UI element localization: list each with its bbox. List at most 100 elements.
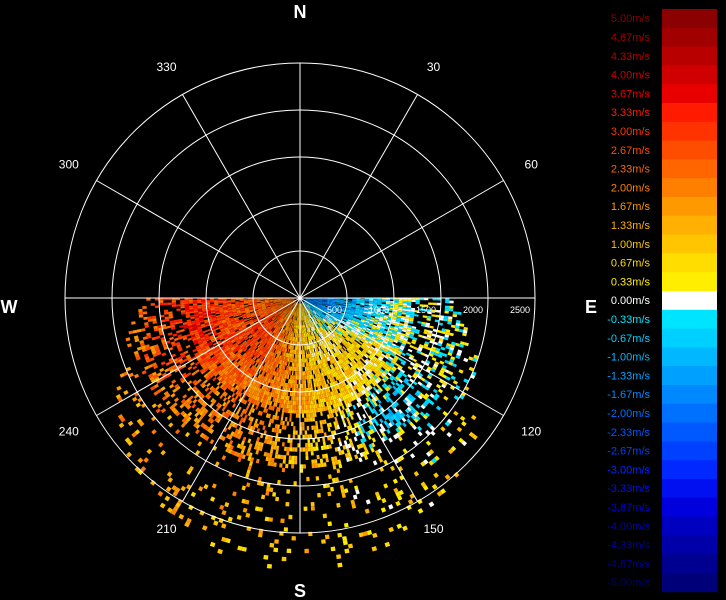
scan-bin xyxy=(306,375,309,380)
scan-bin xyxy=(319,350,322,355)
scan-bin xyxy=(289,314,292,318)
scan-bin xyxy=(292,315,295,320)
scan-bin xyxy=(279,306,284,309)
scan-bin xyxy=(259,339,263,344)
scan-bin xyxy=(369,330,375,334)
scan-bin xyxy=(339,337,344,341)
scan-bin xyxy=(256,324,261,328)
scan-bin xyxy=(378,369,383,374)
scan-bin xyxy=(290,318,292,323)
scan-bin xyxy=(281,333,284,338)
scan-bin xyxy=(323,324,327,328)
scan-bin xyxy=(376,358,382,363)
scan-bin xyxy=(260,314,265,317)
scan-bin xyxy=(372,306,377,309)
scan-bin xyxy=(325,321,330,325)
scan-bin xyxy=(295,375,298,380)
scan-bin xyxy=(223,324,228,328)
scan-bin xyxy=(270,326,274,331)
scan-bin xyxy=(318,310,323,313)
scan-bin xyxy=(340,396,344,402)
scan-bin xyxy=(309,299,314,301)
scan-bin xyxy=(364,303,369,306)
scan-bin xyxy=(265,408,269,414)
scan-bin xyxy=(296,307,298,312)
scan-bin xyxy=(304,311,306,316)
scan-bin xyxy=(192,337,197,342)
scan-bin xyxy=(317,364,321,369)
scan-bin xyxy=(260,334,264,339)
scan-bin xyxy=(321,319,326,323)
scan-bin xyxy=(255,405,259,410)
scan-bin xyxy=(384,314,389,317)
scan-bin xyxy=(284,391,287,396)
scan-bin xyxy=(297,303,299,308)
scan-bin xyxy=(363,311,368,314)
scan-bin xyxy=(363,341,368,345)
scan-bin xyxy=(195,334,200,338)
scan-bin xyxy=(407,393,413,398)
scan-bin xyxy=(326,337,330,342)
scan-bin xyxy=(313,302,318,305)
scan-bin xyxy=(329,378,333,383)
scan-bin xyxy=(302,316,304,321)
scan-bin xyxy=(172,505,179,512)
scan-bin xyxy=(319,308,324,311)
scan-bin xyxy=(332,320,337,324)
scan-bin xyxy=(262,310,268,313)
scan-bin xyxy=(347,379,351,384)
scan-bin xyxy=(302,311,304,317)
scan-bin xyxy=(311,312,314,316)
scan-bin xyxy=(326,337,330,342)
scan-bin xyxy=(345,370,350,375)
scan-bin xyxy=(339,302,344,304)
scan-bin xyxy=(367,349,373,354)
scan-bin xyxy=(292,310,295,315)
scan-bin xyxy=(268,405,272,410)
scan-bin xyxy=(265,368,269,373)
scan-bin xyxy=(383,348,389,353)
scan-bin xyxy=(336,334,341,338)
scan-bin xyxy=(371,442,376,448)
scan-bin xyxy=(332,464,337,470)
scan-bin xyxy=(281,408,285,413)
scan-bin xyxy=(302,307,305,312)
scan-bin xyxy=(321,354,325,359)
scan-bin xyxy=(306,305,310,309)
scan-bin xyxy=(342,357,346,362)
scan-bin xyxy=(264,386,268,391)
scan-bin xyxy=(267,309,272,312)
scan-bin xyxy=(324,308,329,311)
scan-bin xyxy=(365,431,370,437)
scan-bin xyxy=(314,343,317,348)
scan-bin xyxy=(176,364,182,369)
scan-bin xyxy=(335,315,340,318)
scan-bin xyxy=(337,446,341,452)
scan-bin xyxy=(398,306,403,309)
scan-bin xyxy=(204,344,210,349)
scan-bin xyxy=(261,341,265,346)
scan-bin xyxy=(313,395,317,400)
scan-bin xyxy=(367,374,372,379)
scan-bin xyxy=(335,370,339,376)
scan-bin xyxy=(379,315,385,318)
scan-bin xyxy=(247,397,252,402)
scan-bin xyxy=(428,501,435,508)
scan-bin xyxy=(325,305,330,308)
scan-bin xyxy=(318,327,321,332)
scan-bin xyxy=(297,320,298,325)
scan-bin xyxy=(279,390,282,395)
scan-bin xyxy=(336,351,340,356)
scan-bin xyxy=(338,354,343,359)
scan-bin xyxy=(305,299,310,302)
scan-bin xyxy=(347,443,352,449)
scan-bin xyxy=(409,317,414,321)
scan-bin xyxy=(331,344,335,349)
scan-bin xyxy=(373,341,379,345)
scan-bin xyxy=(290,314,293,319)
scan-bin xyxy=(275,325,279,330)
scan-bin xyxy=(270,461,274,467)
scan-bin xyxy=(386,366,392,371)
scan-bin xyxy=(305,306,308,310)
scan-bin xyxy=(363,354,369,359)
